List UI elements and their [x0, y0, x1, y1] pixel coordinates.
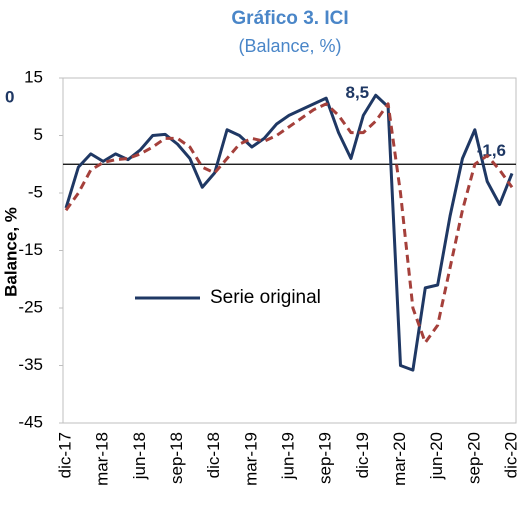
- x-tick-label: sep-20: [464, 432, 483, 484]
- chart-title: Gráfico 3. ICI: [231, 8, 348, 29]
- y-tick-label: -5: [28, 182, 43, 201]
- legend-label: Serie original: [210, 287, 321, 308]
- y-tick-label: -15: [18, 240, 43, 259]
- y-tick-label: -45: [18, 412, 43, 431]
- y-axis-label: Balance, %: [1, 207, 20, 297]
- y-tick-label: 15: [24, 67, 43, 86]
- x-tick-label: jun-19: [278, 432, 297, 480]
- x-tick-label: sep-18: [167, 432, 186, 484]
- chart-subtitle: (Balance, %): [238, 36, 341, 56]
- x-tick-label: mar-18: [93, 432, 112, 486]
- y-tick-label: 5: [34, 125, 43, 144]
- x-tick-label: dic-18: [204, 432, 223, 478]
- x-tick-label: sep-19: [316, 432, 335, 484]
- data-label: -1,6: [477, 141, 506, 160]
- data-label: 8,5: [346, 83, 370, 102]
- x-tick-label: dic-20: [501, 432, 519, 478]
- x-tick-label: mar-19: [241, 432, 260, 486]
- series-line: [64, 102, 514, 344]
- annotation: 0: [5, 87, 14, 106]
- x-tick-label: mar-20: [390, 432, 409, 486]
- series-line: [64, 93, 514, 372]
- y-tick-label: -35: [18, 355, 43, 374]
- x-tick-label: jun-20: [427, 432, 446, 480]
- y-tick-label: -25: [18, 297, 43, 316]
- x-tick-label: jun-18: [130, 432, 149, 480]
- plot-frame: [62, 77, 517, 424]
- x-tick-label: dic-19: [353, 432, 372, 478]
- x-tick-label: dic-17: [55, 432, 74, 478]
